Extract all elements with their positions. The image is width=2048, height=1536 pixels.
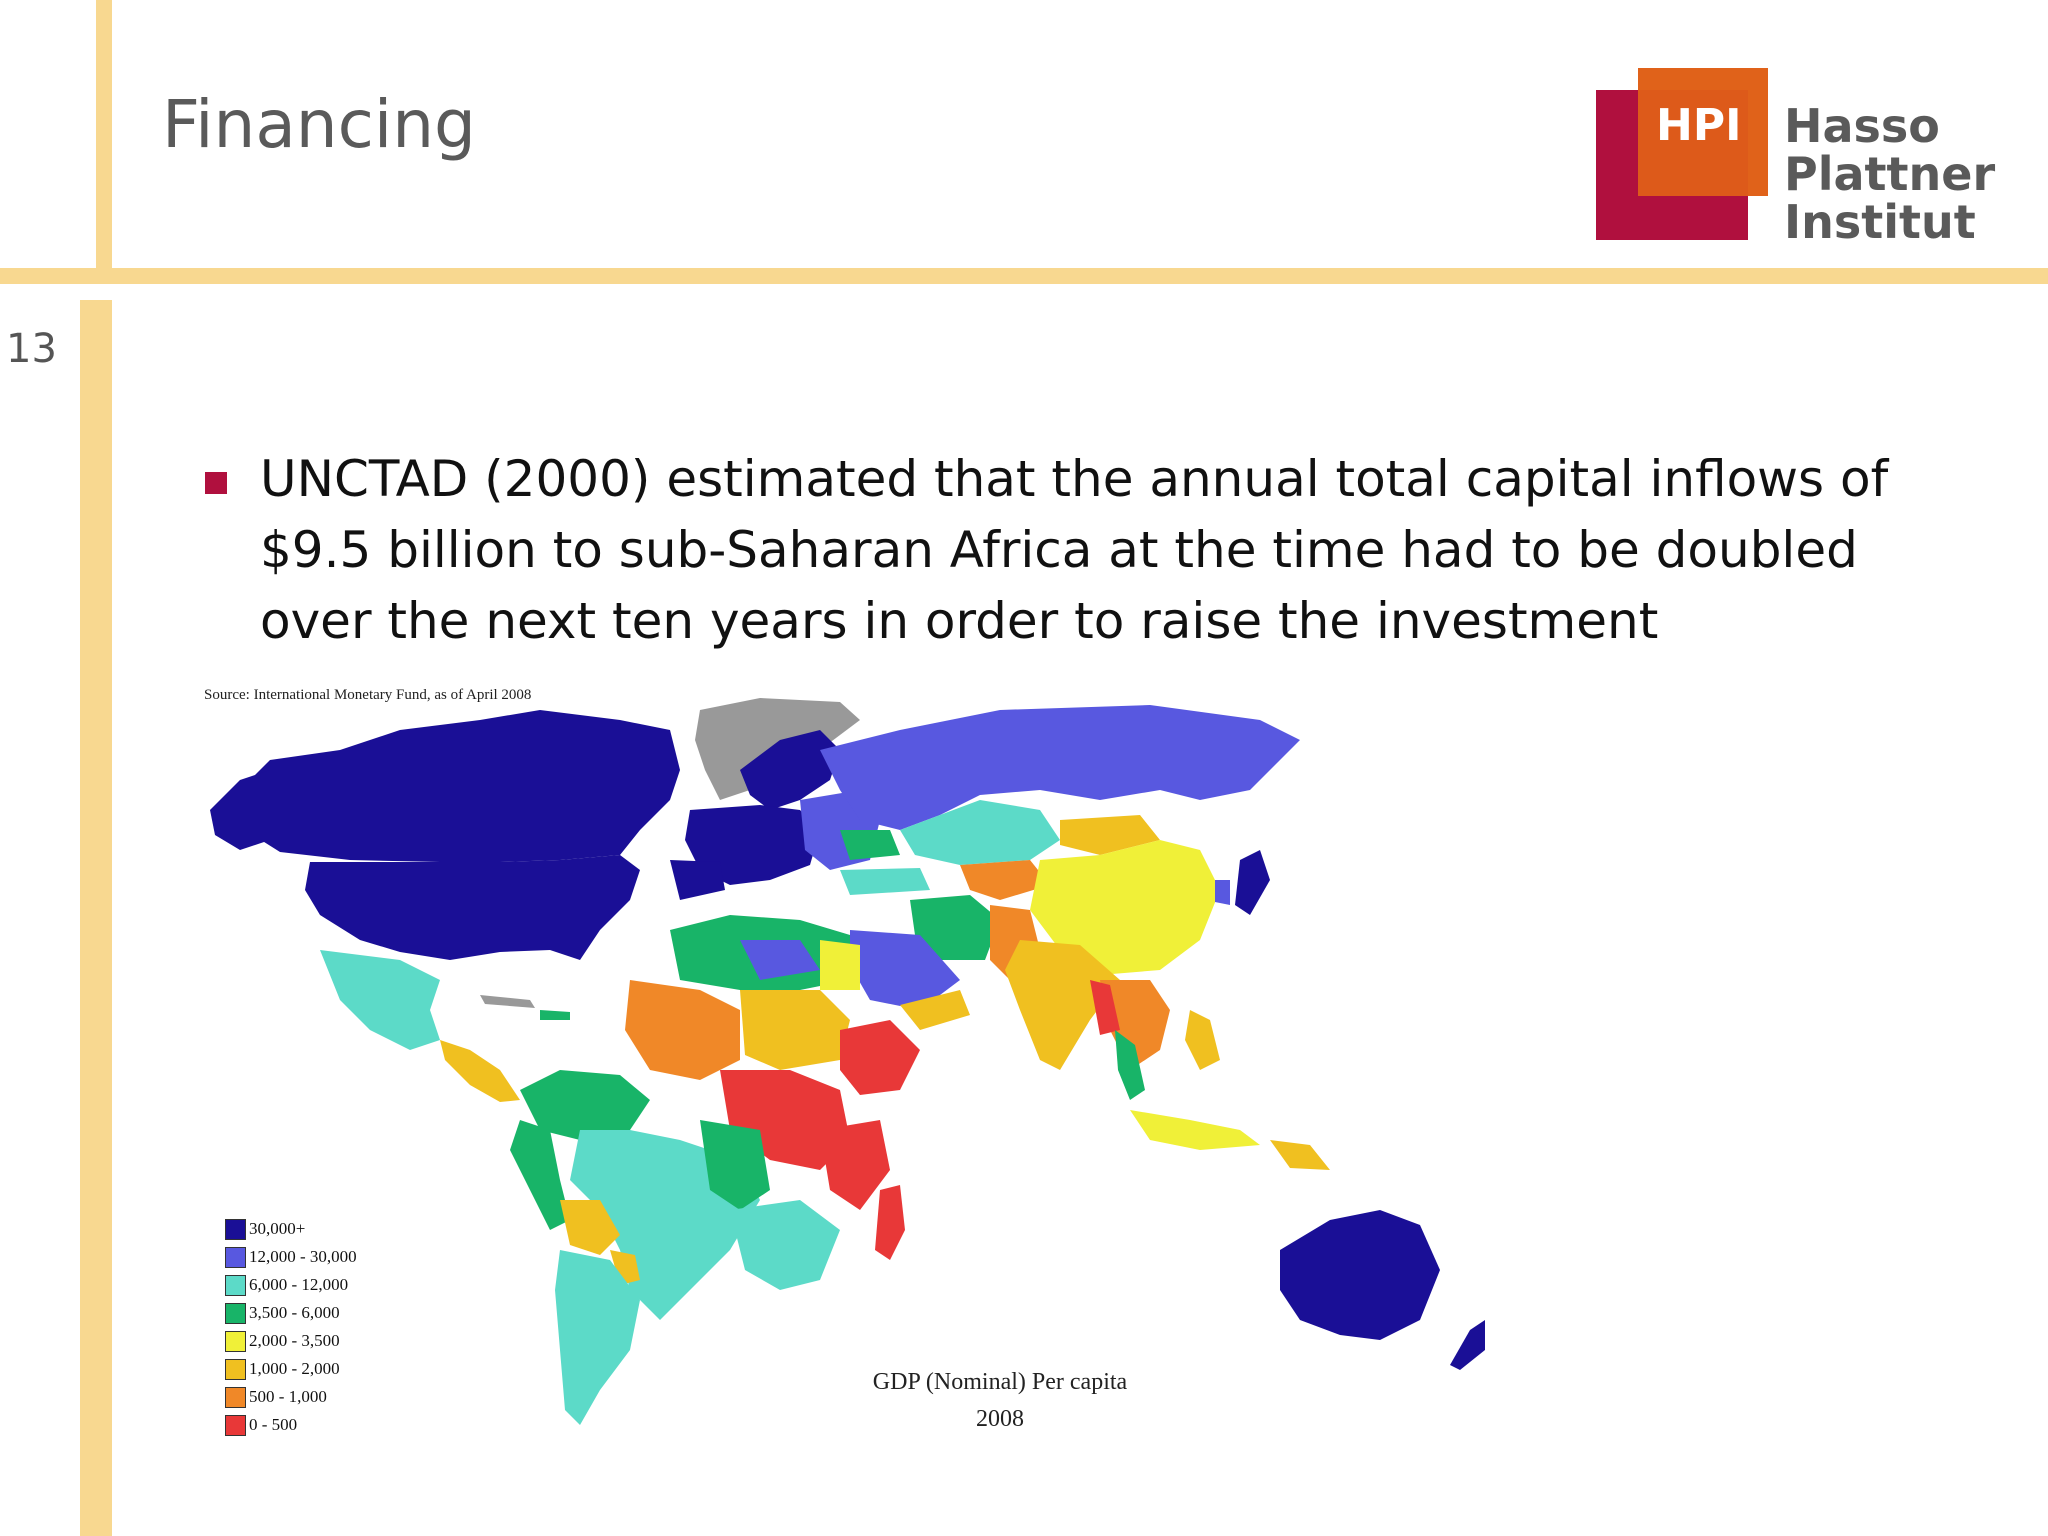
kazakhstan bbox=[900, 800, 1060, 865]
argentina-chile bbox=[555, 1250, 640, 1425]
legend-label: 2,000 - 3,500 bbox=[249, 1331, 340, 1350]
colombia-venezuela bbox=[520, 1070, 650, 1140]
map-caption: GDP (Nominal) Per capita 2008 bbox=[800, 1364, 1200, 1438]
legend-swatch bbox=[225, 1274, 246, 1296]
legend-label: 6,000 - 12,000 bbox=[249, 1275, 349, 1294]
papua bbox=[1270, 1140, 1330, 1170]
map-caption-title: GDP (Nominal) Per capita bbox=[872, 1369, 1128, 1395]
bullet-text: UNCTAD (2000) estimated that the annual … bbox=[260, 444, 1960, 657]
legend-swatch bbox=[225, 1302, 246, 1324]
scandinavia bbox=[740, 730, 840, 810]
bolivia bbox=[560, 1200, 620, 1255]
hpi-logo-line1: Hasso bbox=[1784, 99, 1940, 153]
turkey bbox=[840, 868, 930, 895]
mexico bbox=[320, 950, 440, 1050]
central-asia bbox=[960, 860, 1050, 900]
east-africa bbox=[820, 1120, 890, 1210]
west-africa bbox=[625, 980, 740, 1080]
legend-label: 0 - 500 bbox=[249, 1415, 298, 1434]
madagascar bbox=[875, 1185, 905, 1260]
libya bbox=[740, 940, 820, 980]
legend-item: 3,500 - 6,000 bbox=[225, 1299, 357, 1327]
legend-item: 1,000 - 2,000 bbox=[225, 1355, 357, 1383]
world-gdp-map bbox=[210, 698, 1485, 1425]
ethiopia-horn bbox=[840, 1020, 920, 1095]
hpi-logo-line3: Institut bbox=[1784, 195, 1976, 246]
map-source-note: Source: International Monetary Fund, as … bbox=[204, 687, 532, 703]
india bbox=[1005, 940, 1120, 1070]
central-america bbox=[440, 1040, 520, 1102]
russia bbox=[820, 705, 1300, 830]
thailand-malaysia bbox=[1115, 1030, 1145, 1100]
egypt bbox=[820, 940, 860, 990]
indonesia bbox=[1130, 1110, 1260, 1150]
australia bbox=[1280, 1210, 1440, 1340]
iberia bbox=[670, 860, 725, 900]
legend-label: 3,500 - 6,000 bbox=[249, 1303, 340, 1322]
legend-label: 1,000 - 2,000 bbox=[249, 1359, 340, 1378]
saudi-arabia bbox=[850, 930, 960, 1010]
yemen-oman bbox=[900, 990, 970, 1030]
indochina bbox=[1100, 980, 1170, 1070]
legend-swatch bbox=[225, 1414, 246, 1436]
korea bbox=[1215, 880, 1230, 905]
hpi-logo: HPI Hasso Plattner Institut bbox=[1596, 68, 1995, 246]
philippines bbox=[1185, 1010, 1220, 1070]
new-zealand bbox=[1450, 1320, 1485, 1370]
alaska bbox=[210, 770, 270, 850]
legend-item: 6,000 - 12,000 bbox=[225, 1271, 357, 1299]
legend-swatch bbox=[225, 1358, 246, 1380]
hpi-logo-mark: HPI bbox=[1656, 100, 1741, 151]
japan bbox=[1235, 850, 1270, 915]
bullet-marker bbox=[205, 472, 227, 494]
caribbean bbox=[540, 1010, 570, 1020]
top-left-vertical-bar bbox=[96, 0, 112, 284]
legend-item: 30,000+ bbox=[225, 1215, 357, 1243]
bullet-line-3: over the next ten years in order to rais… bbox=[260, 592, 1659, 650]
ukraine bbox=[840, 830, 900, 860]
sahel bbox=[740, 990, 850, 1070]
bullet-line-2: $9.5 billion to sub-Saharan Africa at th… bbox=[260, 521, 1858, 579]
legend-item: 500 - 1,000 bbox=[225, 1383, 357, 1411]
usa bbox=[305, 855, 640, 960]
canada bbox=[230, 710, 680, 862]
slide-title: Financing bbox=[162, 86, 476, 163]
map-caption-year: 2008 bbox=[976, 1406, 1024, 1432]
legend-label: 500 - 1,000 bbox=[249, 1387, 327, 1406]
legend-item: 2,000 - 3,500 bbox=[225, 1327, 357, 1355]
iran bbox=[910, 895, 1000, 960]
legend-item: 0 - 500 bbox=[225, 1411, 357, 1439]
legend-item: 12,000 - 30,000 bbox=[225, 1243, 357, 1271]
map-legend: 30,000+ 12,000 - 30,000 6,000 - 12,000 3… bbox=[225, 1215, 357, 1439]
legend-swatch bbox=[225, 1218, 246, 1240]
bullet-line-1: UNCTAD (2000) estimated that the annual … bbox=[260, 450, 1889, 508]
header-horizontal-bar bbox=[0, 268, 2048, 284]
legend-swatch bbox=[225, 1246, 246, 1268]
hpi-logo-line2: Plattner bbox=[1784, 147, 1995, 201]
legend-swatch bbox=[225, 1330, 246, 1352]
legend-swatch bbox=[225, 1386, 246, 1408]
page-number: 13 bbox=[6, 326, 57, 372]
southern-africa bbox=[730, 1200, 840, 1290]
legend-label: 12,000 - 30,000 bbox=[249, 1247, 357, 1266]
mongolia bbox=[1060, 815, 1160, 855]
china bbox=[1030, 840, 1220, 975]
myanmar bbox=[1090, 980, 1120, 1035]
peru-ecuador bbox=[510, 1120, 570, 1230]
left-vertical-bar bbox=[80, 300, 112, 1536]
legend-label: 30,000+ bbox=[249, 1219, 306, 1238]
angola-congo bbox=[700, 1120, 770, 1210]
cuba bbox=[480, 995, 535, 1008]
